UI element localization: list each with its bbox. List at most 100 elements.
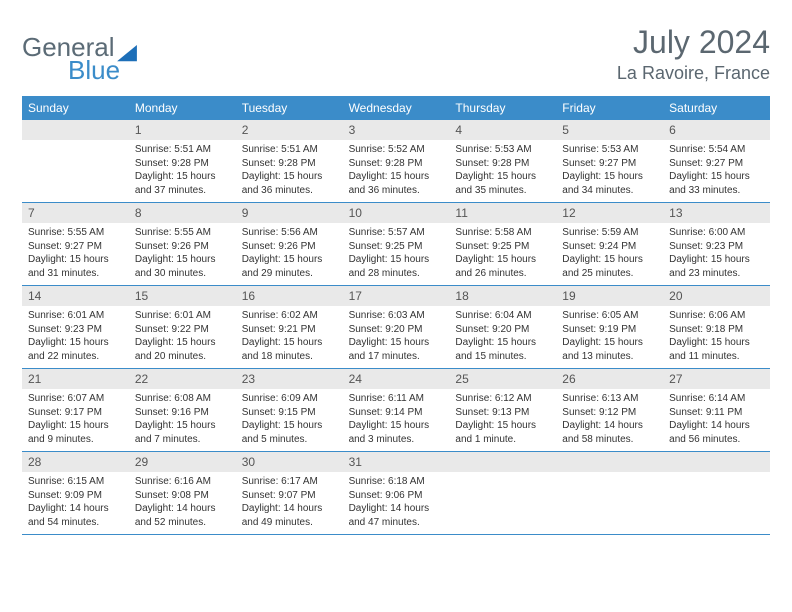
day-number: 19 (556, 286, 663, 306)
sunrise-text: Sunrise: 6:07 AM (28, 392, 123, 406)
day-details: Sunrise: 6:16 AMSunset: 9:08 PMDaylight:… (129, 472, 236, 534)
daylight-text: Daylight: 14 hours and 49 minutes. (242, 502, 337, 529)
day-number: 13 (663, 203, 770, 223)
sunset-text: Sunset: 9:23 PM (28, 323, 123, 337)
day-number: 31 (343, 452, 450, 472)
sunset-text: Sunset: 9:21 PM (242, 323, 337, 337)
daylight-text: Daylight: 15 hours and 15 minutes. (455, 336, 550, 363)
sunrise-text: Sunrise: 5:58 AM (455, 226, 550, 240)
sunset-text: Sunset: 9:20 PM (349, 323, 444, 337)
day-cell: 19Sunrise: 6:05 AMSunset: 9:19 PMDayligh… (556, 286, 663, 368)
weekday-label: Monday (129, 96, 236, 120)
day-cell: 2Sunrise: 5:51 AMSunset: 9:28 PMDaylight… (236, 120, 343, 202)
sunset-text: Sunset: 9:28 PM (455, 157, 550, 171)
day-cell: 31Sunrise: 6:18 AMSunset: 9:06 PMDayligh… (343, 452, 450, 534)
day-number: 24 (343, 369, 450, 389)
daylight-text: Daylight: 15 hours and 33 minutes. (669, 170, 764, 197)
location-title: La Ravoire, France (617, 63, 770, 84)
sunset-text: Sunset: 9:06 PM (349, 489, 444, 503)
sunset-text: Sunset: 9:15 PM (242, 406, 337, 420)
day-details: Sunrise: 5:54 AMSunset: 9:27 PMDaylight:… (663, 140, 770, 202)
day-number (556, 452, 663, 472)
day-details: Sunrise: 6:01 AMSunset: 9:23 PMDaylight:… (22, 306, 129, 368)
sunrise-text: Sunrise: 6:08 AM (135, 392, 230, 406)
day-details: Sunrise: 6:00 AMSunset: 9:23 PMDaylight:… (663, 223, 770, 285)
daylight-text: Daylight: 14 hours and 52 minutes. (135, 502, 230, 529)
day-cell (556, 452, 663, 534)
day-cell: 26Sunrise: 6:13 AMSunset: 9:12 PMDayligh… (556, 369, 663, 451)
sunrise-text: Sunrise: 5:59 AM (562, 226, 657, 240)
week-row: 21Sunrise: 6:07 AMSunset: 9:17 PMDayligh… (22, 369, 770, 452)
sunset-text: Sunset: 9:12 PM (562, 406, 657, 420)
sunset-text: Sunset: 9:17 PM (28, 406, 123, 420)
day-number: 28 (22, 452, 129, 472)
day-details: Sunrise: 6:01 AMSunset: 9:22 PMDaylight:… (129, 306, 236, 368)
daylight-text: Daylight: 15 hours and 23 minutes. (669, 253, 764, 280)
weekday-label: Tuesday (236, 96, 343, 120)
header: GeneralBlue July 2024 La Ravoire, France (22, 24, 770, 86)
week-row: 28Sunrise: 6:15 AMSunset: 9:09 PMDayligh… (22, 452, 770, 535)
daylight-text: Daylight: 15 hours and 18 minutes. (242, 336, 337, 363)
daylight-text: Daylight: 15 hours and 3 minutes. (349, 419, 444, 446)
day-cell: 25Sunrise: 6:12 AMSunset: 9:13 PMDayligh… (449, 369, 556, 451)
day-details: Sunrise: 6:18 AMSunset: 9:06 PMDaylight:… (343, 472, 450, 534)
sunset-text: Sunset: 9:25 PM (455, 240, 550, 254)
day-cell: 28Sunrise: 6:15 AMSunset: 9:09 PMDayligh… (22, 452, 129, 534)
sunrise-text: Sunrise: 6:01 AM (28, 309, 123, 323)
sunset-text: Sunset: 9:26 PM (135, 240, 230, 254)
title-block: July 2024 La Ravoire, France (617, 24, 770, 84)
day-number: 8 (129, 203, 236, 223)
day-cell (22, 120, 129, 202)
sunset-text: Sunset: 9:20 PM (455, 323, 550, 337)
sunrise-text: Sunrise: 5:54 AM (669, 143, 764, 157)
daylight-text: Daylight: 15 hours and 11 minutes. (669, 336, 764, 363)
daylight-text: Daylight: 15 hours and 13 minutes. (562, 336, 657, 363)
daylight-text: Daylight: 15 hours and 26 minutes. (455, 253, 550, 280)
month-title: July 2024 (617, 24, 770, 61)
daylight-text: Daylight: 15 hours and 30 minutes. (135, 253, 230, 280)
weekday-label: Wednesday (343, 96, 450, 120)
sunrise-text: Sunrise: 5:57 AM (349, 226, 444, 240)
day-cell: 17Sunrise: 6:03 AMSunset: 9:20 PMDayligh… (343, 286, 450, 368)
sunrise-text: Sunrise: 6:00 AM (669, 226, 764, 240)
day-details: Sunrise: 6:07 AMSunset: 9:17 PMDaylight:… (22, 389, 129, 451)
sunrise-text: Sunrise: 6:02 AM (242, 309, 337, 323)
day-details: Sunrise: 6:03 AMSunset: 9:20 PMDaylight:… (343, 306, 450, 368)
sunset-text: Sunset: 9:27 PM (28, 240, 123, 254)
daylight-text: Daylight: 15 hours and 34 minutes. (562, 170, 657, 197)
logo: GeneralBlue (22, 32, 137, 86)
day-cell: 12Sunrise: 5:59 AMSunset: 9:24 PMDayligh… (556, 203, 663, 285)
day-number (449, 452, 556, 472)
day-details: Sunrise: 6:02 AMSunset: 9:21 PMDaylight:… (236, 306, 343, 368)
daylight-text: Daylight: 14 hours and 56 minutes. (669, 419, 764, 446)
sunrise-text: Sunrise: 6:03 AM (349, 309, 444, 323)
sunrise-text: Sunrise: 6:18 AM (349, 475, 444, 489)
sunrise-text: Sunrise: 6:15 AM (28, 475, 123, 489)
sunrise-text: Sunrise: 5:55 AM (28, 226, 123, 240)
daylight-text: Daylight: 15 hours and 17 minutes. (349, 336, 444, 363)
weekday-label: Sunday (22, 96, 129, 120)
day-number: 20 (663, 286, 770, 306)
day-cell: 30Sunrise: 6:17 AMSunset: 9:07 PMDayligh… (236, 452, 343, 534)
day-details: Sunrise: 6:06 AMSunset: 9:18 PMDaylight:… (663, 306, 770, 368)
sunrise-text: Sunrise: 5:53 AM (562, 143, 657, 157)
day-cell: 4Sunrise: 5:53 AMSunset: 9:28 PMDaylight… (449, 120, 556, 202)
sunset-text: Sunset: 9:07 PM (242, 489, 337, 503)
day-cell: 16Sunrise: 6:02 AMSunset: 9:21 PMDayligh… (236, 286, 343, 368)
day-number: 30 (236, 452, 343, 472)
day-number: 2 (236, 120, 343, 140)
day-details: Sunrise: 5:57 AMSunset: 9:25 PMDaylight:… (343, 223, 450, 285)
day-number: 23 (236, 369, 343, 389)
daylight-text: Daylight: 14 hours and 54 minutes. (28, 502, 123, 529)
sunrise-text: Sunrise: 6:12 AM (455, 392, 550, 406)
day-cell: 27Sunrise: 6:14 AMSunset: 9:11 PMDayligh… (663, 369, 770, 451)
daylight-text: Daylight: 15 hours and 36 minutes. (349, 170, 444, 197)
sunrise-text: Sunrise: 6:14 AM (669, 392, 764, 406)
day-cell: 21Sunrise: 6:07 AMSunset: 9:17 PMDayligh… (22, 369, 129, 451)
day-number: 9 (236, 203, 343, 223)
week-row: 14Sunrise: 6:01 AMSunset: 9:23 PMDayligh… (22, 286, 770, 369)
sunset-text: Sunset: 9:22 PM (135, 323, 230, 337)
sunset-text: Sunset: 9:28 PM (349, 157, 444, 171)
day-cell (449, 452, 556, 534)
day-number: 5 (556, 120, 663, 140)
